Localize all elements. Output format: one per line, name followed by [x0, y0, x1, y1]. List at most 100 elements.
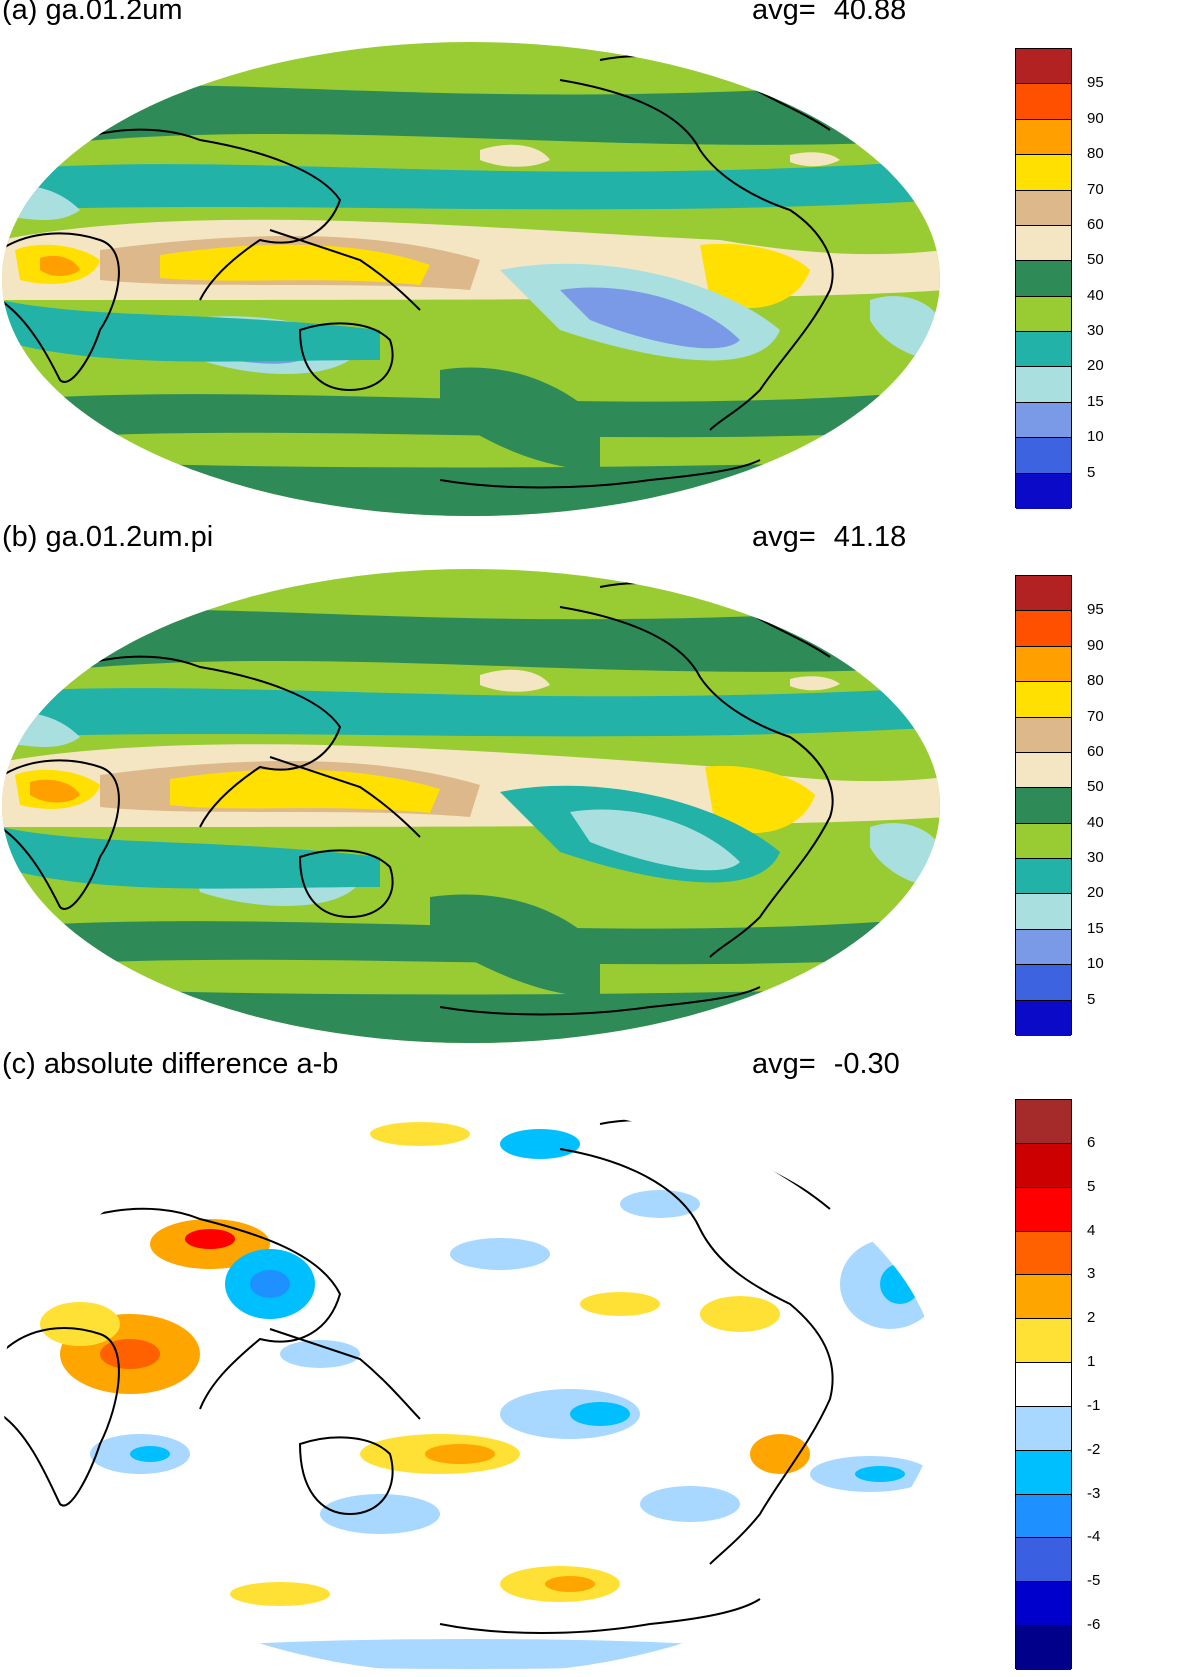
colorbar-swatch [1016, 1363, 1071, 1407]
colorbar-frame [1015, 575, 1072, 1036]
colorbar-swatch [1016, 1582, 1071, 1627]
panel-average: avg= 41.18 [752, 521, 906, 554]
avg-label: avg= [752, 1048, 816, 1080]
colorbar-tick-label: -4 [1087, 1528, 1101, 1546]
coastlines [2, 582, 834, 1016]
colorbar-swatch [1016, 1143, 1071, 1188]
colorbar-swatch [1016, 119, 1071, 156]
colorbar-swatch [1016, 717, 1071, 753]
colorbar-swatch [1016, 1275, 1071, 1320]
colorbar-swatch [1016, 576, 1071, 612]
colorbar-frame [1015, 1099, 1072, 1670]
colorbar-tick-label: 50 [1087, 778, 1104, 796]
panel-title: (a) ga.01.2um [2, 0, 183, 26]
colorbar-swatch [1016, 1231, 1071, 1276]
avg-value: 41.18 [833, 521, 907, 553]
colorbar-swatch [1016, 225, 1071, 262]
colorbar-tick-label: 40 [1087, 813, 1104, 831]
colorbar-tick-label: 10 [1087, 955, 1104, 973]
colorbar-tick-label: 80 [1087, 672, 1104, 690]
colorbar-swatch [1016, 646, 1071, 683]
colorbar-tick-label: 30 [1087, 849, 1104, 867]
coastlines [2, 55, 834, 489]
colorbar-tick-label: -2 [1087, 1440, 1101, 1458]
field-blobs [2, 1120, 940, 1669]
colorbar-tick-label: 95 [1087, 601, 1104, 619]
colorbar-tick-label: 70 [1087, 180, 1104, 198]
colorbar-tick-label: 5 [1087, 1177, 1096, 1195]
colorbar-tick-label: 20 [1087, 884, 1104, 902]
colorbar-swatch [1016, 894, 1071, 930]
colorbar-tick-label: 80 [1087, 145, 1104, 163]
field-bands [2, 80, 940, 516]
colorbar-swatch [1016, 788, 1071, 824]
colorbar-swatch [1016, 752, 1071, 789]
colorbar-swatch [1016, 965, 1071, 1001]
colorbar-tick-label: 3 [1087, 1265, 1096, 1283]
colorbar-swatch [1016, 1406, 1071, 1451]
colorbar-tick-label: 15 [1087, 392, 1104, 410]
avg-label: avg= [752, 0, 816, 26]
colorbar-tick-label: 40 [1087, 286, 1104, 304]
colorbar-swatch [1016, 611, 1071, 647]
panel-average: avg= 40.88 [752, 0, 906, 27]
colorbar-swatch [1016, 438, 1071, 474]
avg-label: avg= [752, 521, 816, 553]
colorbar-frame [1015, 48, 1072, 509]
colorbar-swatch [1016, 859, 1071, 895]
colorbar-swatch [1016, 84, 1071, 120]
colorbar-swatch [1016, 929, 1071, 966]
colorbar-tick-label: 90 [1087, 636, 1104, 654]
colorbar-swatch [1016, 332, 1071, 368]
colorbar-tick-label: -5 [1087, 1572, 1101, 1590]
colorbar-tick-label: 4 [1087, 1221, 1096, 1239]
colorbar-tick-label: 5 [1087, 990, 1096, 1008]
colorbar-tick-label: 95 [1087, 74, 1104, 92]
colorbar-tick-label: 90 [1087, 109, 1104, 127]
panel-title: (c) absolute difference a-b [2, 1048, 339, 1080]
panel-b: (b) ga.01.2um.pi avg= 41.18 [0, 521, 1183, 1047]
colorbar-swatch [1016, 367, 1071, 403]
colorbar-tick-label: -6 [1087, 1616, 1101, 1634]
world-map [2, 569, 940, 1043]
colorbar-swatch [1016, 1494, 1071, 1539]
panel-a: (a) ga.01.2um avg= 40.88 [0, 0, 1183, 520]
colorbar-swatch [1016, 823, 1071, 860]
colorbar-swatch [1016, 1000, 1071, 1036]
colorbar-tick-label: 20 [1087, 357, 1104, 375]
colorbar-tick-label: 70 [1087, 707, 1104, 725]
colorbar-swatch [1016, 1626, 1071, 1670]
colorbar-swatch [1016, 49, 1071, 85]
panel-average: avg= -0.30 [752, 1048, 900, 1081]
colorbar-tick-label: 15 [1087, 919, 1104, 937]
colorbar-swatch [1016, 155, 1071, 191]
colorbar-tick-label: -3 [1087, 1484, 1101, 1502]
colorbar-swatch [1016, 296, 1071, 333]
avg-value: 40.88 [833, 0, 907, 26]
colorbar-swatch [1016, 1187, 1071, 1232]
colorbar-swatch [1016, 1538, 1071, 1583]
colorbar-swatch [1016, 1450, 1071, 1495]
colorbar-tick-label: 5 [1087, 463, 1096, 481]
colorbar-swatch [1016, 1100, 1071, 1144]
colorbar-tick-label: 2 [1087, 1309, 1096, 1327]
panel-c: (c) absolute difference a-b avg= -0.30 [0, 1048, 1183, 1674]
colorbar-tick-label: 30 [1087, 322, 1104, 340]
avg-value: -0.30 [833, 1048, 900, 1080]
panel-title: (b) ga.01.2um.pi [2, 521, 214, 553]
colorbar-tick-label: 50 [1087, 251, 1104, 269]
colorbar-tick-label: 60 [1087, 742, 1104, 760]
colorbar-swatch [1016, 682, 1071, 718]
colorbar-tick-label: -1 [1087, 1396, 1101, 1414]
colorbar-swatch [1016, 402, 1071, 439]
colorbar-tick-label: 6 [1087, 1133, 1096, 1151]
colorbar-tick-label: 60 [1087, 215, 1104, 233]
world-map [2, 1104, 940, 1674]
colorbar-swatch [1016, 473, 1071, 509]
world-map [2, 42, 940, 516]
colorbar-swatch [1016, 261, 1071, 297]
colorbar-tick-label: 10 [1087, 428, 1104, 446]
colorbar-tick-label: 1 [1087, 1353, 1096, 1371]
colorbar-swatch [1016, 1319, 1071, 1364]
colorbar-swatch [1016, 190, 1071, 226]
